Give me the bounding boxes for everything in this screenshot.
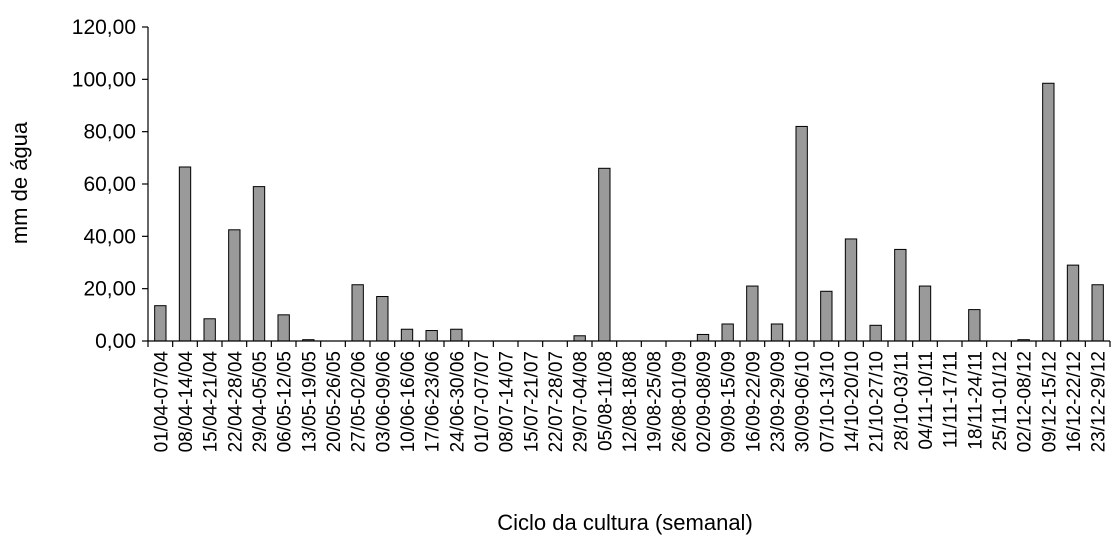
- bar: [154, 305, 167, 342]
- x-tick-label: 10/06-16/06: [398, 351, 419, 452]
- bar: [746, 285, 759, 342]
- bar: [795, 125, 808, 342]
- x-tick-label: 17/06-23/06: [423, 351, 444, 452]
- bar: [820, 290, 833, 342]
- x-tick-label: 06/05-12/05: [275, 351, 296, 452]
- y-tick-label: 0,00: [95, 330, 136, 353]
- x-tick-label: 08/07-14/07: [497, 351, 518, 452]
- x-axis: 01/04-07/04 08/04-14/04 15/04-21/04 22/04-2…: [147, 340, 1111, 453]
- x-tick-label: 15/07-21/07: [521, 351, 542, 452]
- x-tick-label: 13/05-19/05: [299, 351, 320, 452]
- x-tick-label: 15/04-21/04: [201, 351, 222, 453]
- bar: [228, 229, 241, 342]
- x-tick-label: 05/08-11/08: [595, 351, 616, 451]
- bar: [450, 328, 463, 342]
- x-tick-label: 01/07-07/07: [472, 351, 493, 452]
- x-tick-label: 03/06-09/06: [373, 351, 394, 452]
- bar: [770, 323, 784, 342]
- bar: [721, 323, 734, 342]
- x-axis-title: Ciclo da cultura (semanal): [497, 510, 753, 535]
- bar: [400, 328, 414, 342]
- bar: [894, 248, 907, 342]
- x-tick-label: 23/12-29/12: [1089, 351, 1110, 452]
- bar: [252, 186, 266, 342]
- x-tick-label: 01/04-07/04: [151, 351, 172, 453]
- x-tick-label: 20/05-26/05: [324, 351, 345, 452]
- x-tick-label: 22/04-28/04: [225, 351, 246, 453]
- bar: [573, 335, 586, 342]
- x-tick-label: 24/06-30/06: [447, 351, 468, 452]
- bar: [918, 285, 932, 342]
- bar: [178, 166, 192, 342]
- bar: [277, 314, 290, 342]
- x-tick-label: 02/09-08/09: [694, 351, 715, 452]
- x-tick-label: 14/10-20/10: [842, 351, 863, 452]
- x-tick-label: 23/09-29/09: [768, 351, 789, 452]
- y-axis: 0,00 20,00 40,00 60,00 80,00 100,00 120,00: [72, 16, 149, 353]
- x-tick-label: 16/12-22/12: [1064, 351, 1085, 452]
- bar: [1091, 284, 1104, 342]
- bar: [869, 324, 882, 342]
- x-tick-label: 25/11-01/12: [990, 351, 1011, 451]
- x-tick-label: 29/04-05/05: [250, 351, 271, 452]
- y-axis-title: mm de água: [7, 121, 32, 244]
- bar: [1042, 82, 1055, 342]
- x-tick-label: 04/11-10/11: [916, 351, 937, 450]
- x-tick-label: 16/09-22/09: [743, 351, 764, 452]
- x-tick-label: 11/11-17/11: [941, 351, 962, 448]
- x-tick-label: 18/11-24/11: [965, 351, 986, 450]
- bar: [351, 284, 364, 342]
- y-tick-label: 60,00: [83, 173, 136, 196]
- y-tick-label: 80,00: [83, 121, 136, 144]
- x-tick-label: 19/08-25/08: [645, 351, 666, 452]
- x-tick-label: 09/12-15/12: [1039, 351, 1060, 452]
- bar: [598, 167, 611, 342]
- y-tick-label: 40,00: [83, 225, 136, 248]
- x-tick-label: 08/04-14/04: [176, 351, 197, 453]
- y-tick-label: 20,00: [83, 278, 136, 301]
- x-tick-label: 22/07-28/07: [546, 351, 567, 452]
- x-tick-label: 02/12-08/12: [1015, 351, 1036, 452]
- x-tick-label: 30/09-06/10: [793, 351, 814, 452]
- x-tick-label: 26/08-01/09: [669, 351, 690, 452]
- bar: [425, 330, 438, 342]
- x-tick-label: 29/07-04/08: [571, 351, 592, 452]
- bar-series: [154, 82, 1104, 342]
- bar: [844, 238, 858, 342]
- y-tick-label: 120,00: [72, 16, 136, 39]
- x-tick-label: 09/09-15/09: [719, 351, 740, 452]
- bar: [203, 318, 216, 342]
- x-tick-label: 07/10-13/10: [817, 351, 838, 452]
- y-tick-label: 100,00: [72, 68, 136, 91]
- x-tick-label: 28/10-03/11: [891, 351, 912, 451]
- x-tick-label: 12/08-18/08: [620, 351, 641, 452]
- x-tick-label: 21/10-27/10: [867, 351, 888, 452]
- bar: [968, 309, 981, 342]
- bar: [696, 333, 710, 342]
- bar: [1066, 264, 1080, 342]
- bar: [376, 296, 389, 342]
- x-tick-label: 27/05-02/06: [349, 351, 370, 452]
